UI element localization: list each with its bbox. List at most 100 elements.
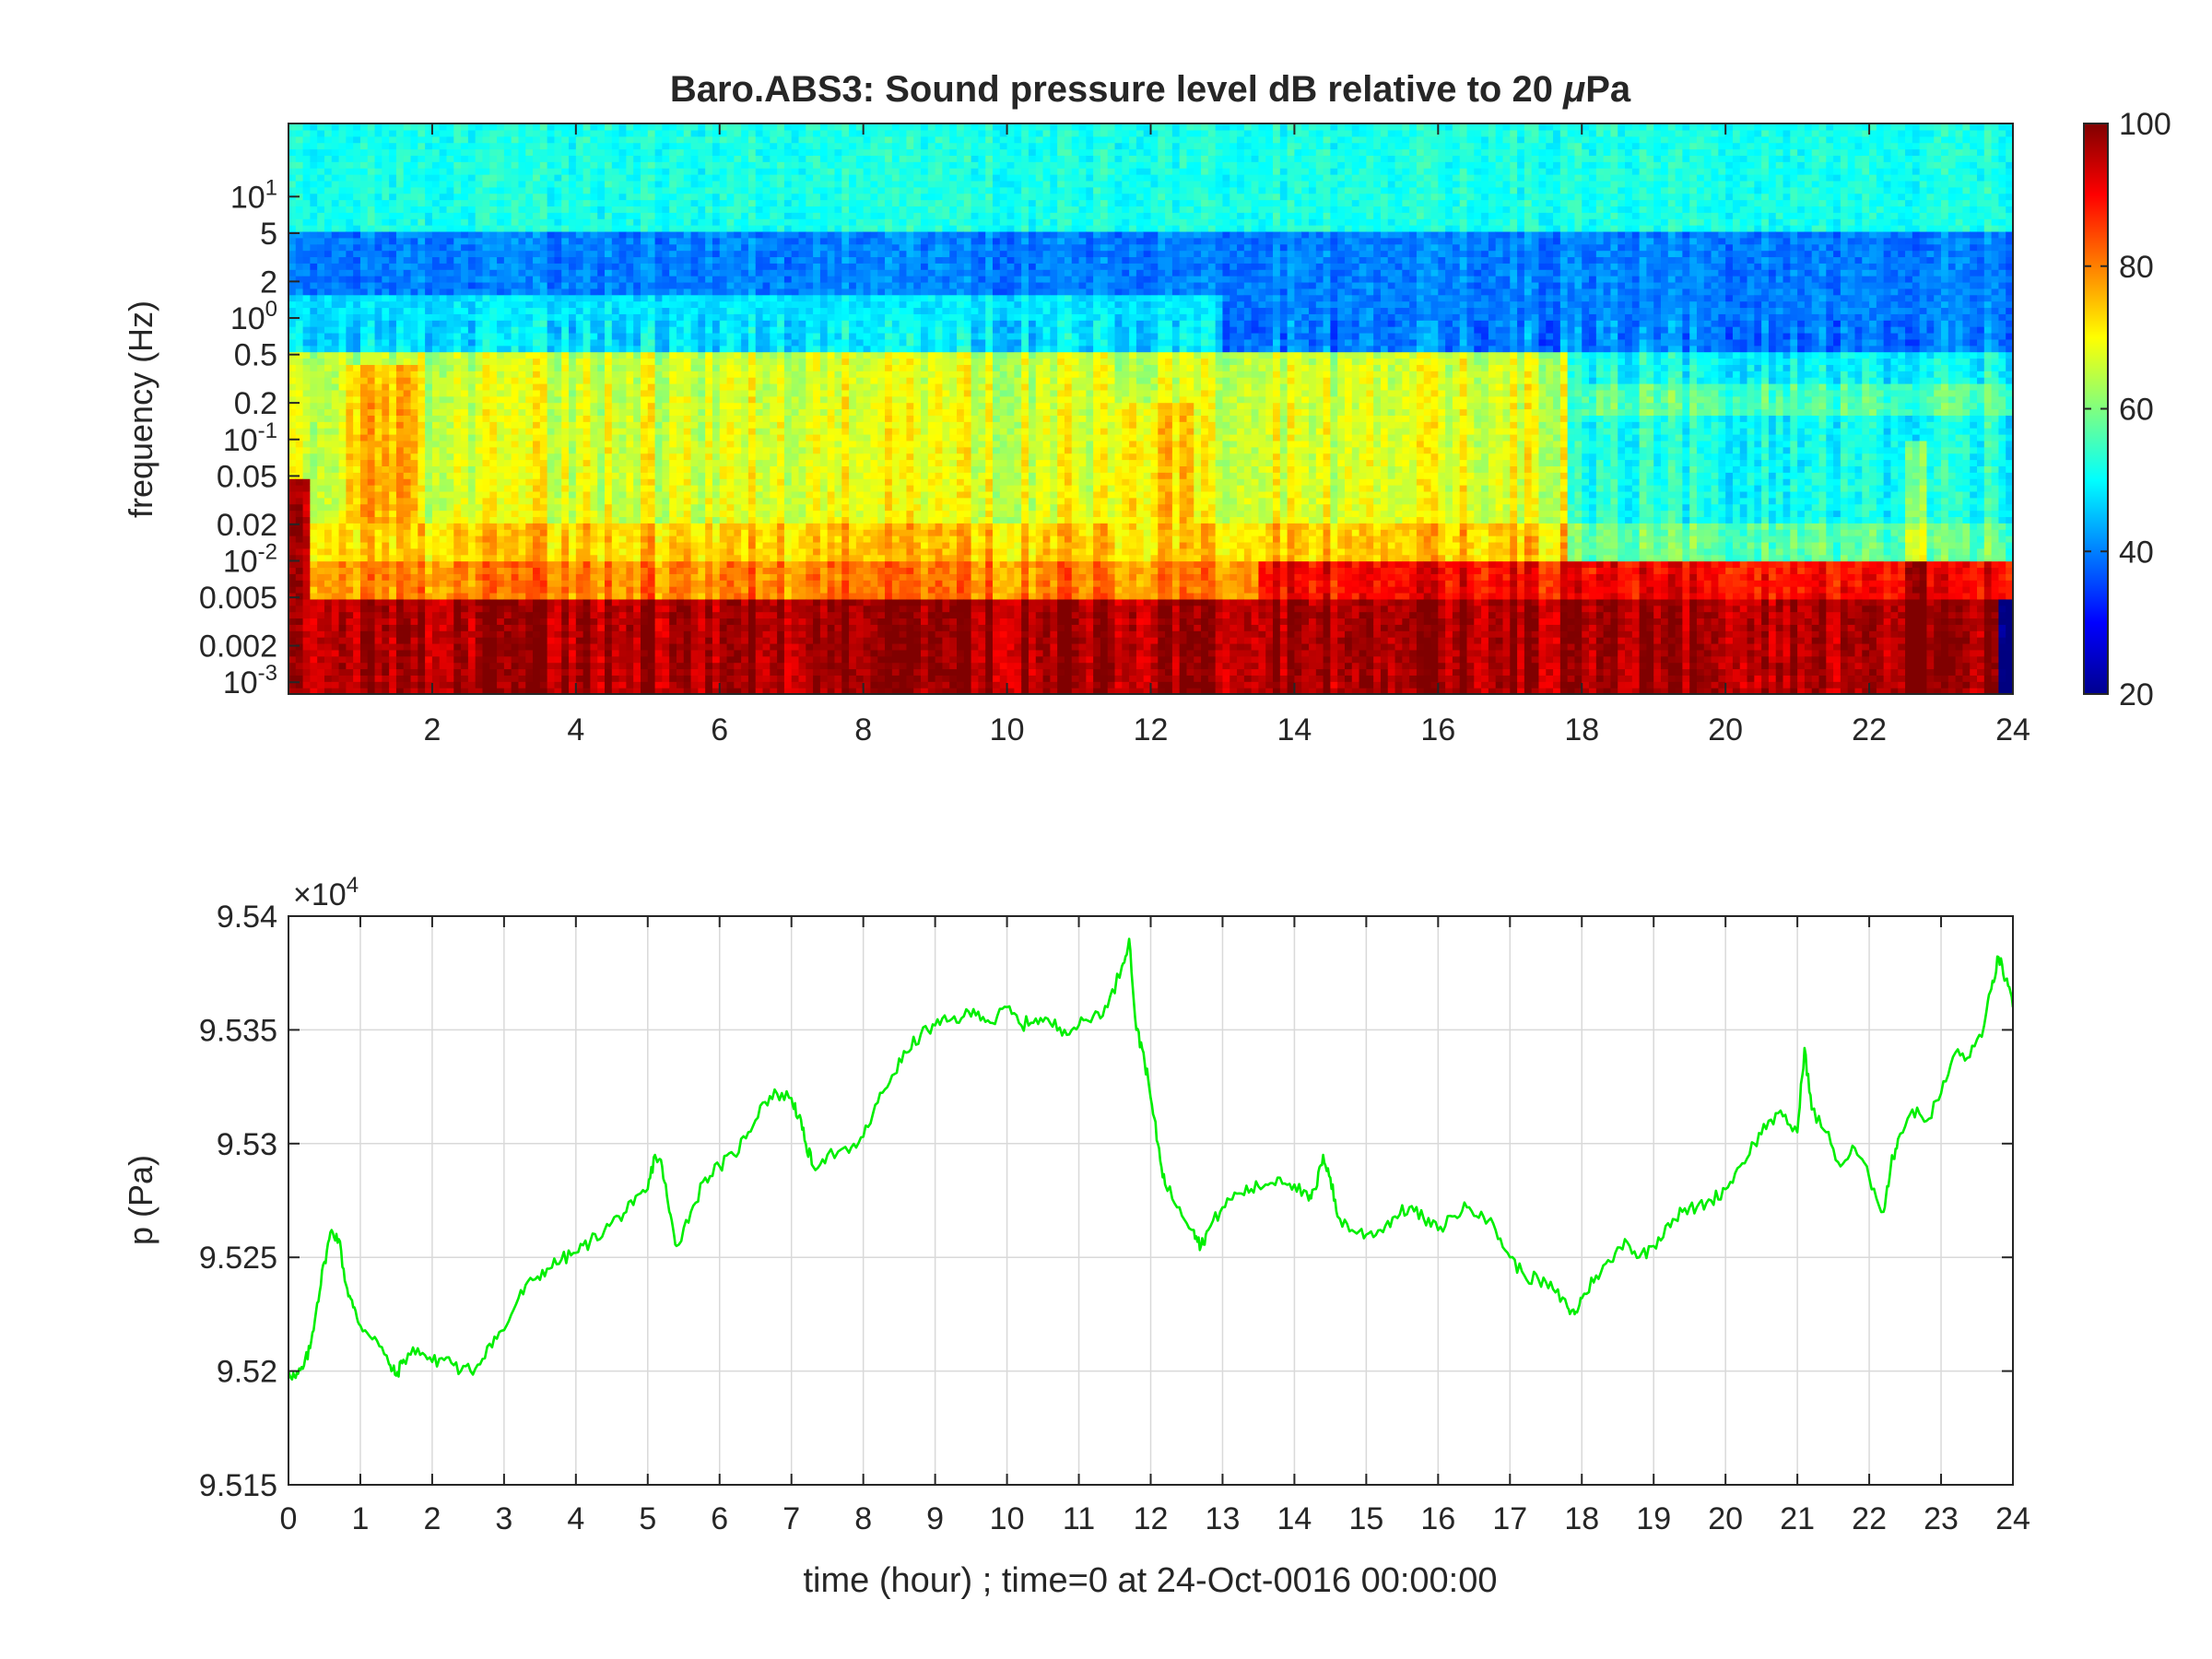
spectrogram-cell — [525, 402, 534, 410]
spectrogram-cell — [382, 294, 390, 302]
spectrogram-cell — [605, 389, 613, 397]
spectrogram-cell — [374, 237, 382, 245]
spectrogram-cell — [389, 382, 397, 391]
spectrogram-cell — [425, 497, 433, 505]
spectrogram-cell — [338, 364, 347, 371]
spectrogram-cell — [353, 281, 361, 289]
spectrogram-cell — [425, 281, 433, 289]
spectrogram-cell — [359, 624, 369, 631]
spectrogram-cell — [403, 135, 412, 144]
spectrogram-cell — [461, 408, 469, 416]
spectrogram-cell — [518, 554, 526, 562]
spectrogram-cell — [575, 320, 584, 327]
spectrogram-cell — [461, 377, 469, 384]
spectrogram-cell — [317, 598, 325, 606]
spectrogram-cell — [374, 446, 382, 454]
spectrogram-cell — [641, 586, 649, 594]
spectrogram-cell — [547, 371, 556, 378]
spectrogram-cell — [641, 230, 649, 239]
spectrogram-cell — [403, 206, 412, 213]
spectrogram-cell — [647, 281, 656, 289]
spectrogram-cell — [669, 300, 677, 309]
spectrogram-cell — [475, 618, 484, 625]
spectrogram-cell — [410, 655, 418, 664]
spectrogram-cell — [446, 605, 454, 613]
spectrogram-cell — [575, 675, 584, 682]
spectrogram-cell — [453, 465, 462, 473]
spectrogram-cell — [489, 142, 498, 150]
spectrogram-cell — [518, 168, 526, 175]
spectrogram-cell — [569, 345, 577, 353]
spectrogram-cell — [489, 377, 498, 384]
spectrogram-cell — [317, 688, 325, 695]
spectrogram-cell — [626, 307, 634, 314]
spectrogram-cell — [403, 541, 412, 549]
spectrogram-cell — [590, 237, 598, 245]
spectrogram-cell — [331, 535, 340, 543]
spectrogram-cell — [331, 478, 340, 486]
spectrogram-cell — [561, 129, 570, 137]
spectrogram-cell — [503, 529, 512, 536]
spectrogram-cell — [431, 250, 441, 258]
spectrogram-cell — [497, 124, 505, 131]
spectrogram-cell — [633, 382, 641, 391]
spectrogram-cell — [533, 389, 541, 397]
spectrogram-cell — [626, 637, 634, 644]
spectrogram-cell — [518, 225, 526, 232]
spectrogram-cell — [467, 681, 477, 688]
spectrogram-cell — [482, 402, 490, 410]
spectrogram-cell — [539, 573, 548, 581]
spectrogram-cell — [403, 624, 412, 631]
spectrogram-cell — [662, 276, 670, 283]
spectrogram-cell — [503, 662, 512, 670]
spectrogram-cell — [676, 649, 685, 657]
spectrogram-cell — [389, 389, 397, 397]
spectrogram-cell — [626, 503, 634, 512]
spectrogram-cell — [590, 263, 598, 270]
spectrogram-cell — [554, 225, 562, 232]
spectrogram-cell — [662, 225, 670, 232]
spectrogram-cell — [547, 402, 556, 410]
spectrogram-cell — [453, 642, 462, 651]
spectrogram-cell — [359, 276, 369, 283]
spectrogram-cell — [310, 307, 318, 314]
spectrogram-cell — [425, 655, 433, 664]
spectrogram-cell — [389, 560, 397, 569]
spectrogram-cell — [611, 529, 620, 536]
spectrogram-cell — [425, 459, 433, 466]
spectrogram-cell — [288, 371, 297, 378]
spectrogram-cell — [561, 206, 570, 213]
spectrogram-cell — [533, 573, 541, 581]
spectrogram-cell — [475, 516, 484, 524]
spectrogram-cell — [605, 294, 613, 302]
spectrogram-cell — [482, 503, 490, 512]
spectrogram-cell — [597, 428, 606, 435]
spectrogram-cell — [346, 415, 354, 422]
spectrogram-cell — [482, 263, 490, 270]
spectrogram-cell — [503, 269, 512, 276]
spectrogram-cell — [410, 453, 418, 461]
spectrogram-cell — [453, 193, 462, 201]
spectrogram-cell — [461, 142, 469, 150]
spectrogram-cell — [467, 358, 477, 365]
spectrogram-cell — [425, 415, 433, 422]
spectrogram-cell — [410, 649, 418, 657]
spectrogram-cell — [331, 662, 340, 670]
spectrogram-cell — [590, 681, 598, 688]
spectrogram-cell — [431, 199, 441, 207]
spectrogram-cell — [554, 395, 562, 404]
spectrogram-cell — [626, 618, 634, 625]
spectrogram-cell — [676, 395, 685, 404]
spectrogram-cell — [582, 225, 592, 232]
spectrogram-cell — [359, 218, 369, 226]
spectrogram-cell — [295, 269, 304, 276]
spectrogram-cell — [453, 371, 462, 378]
spectrogram-cell — [439, 573, 448, 581]
spectrogram-cell — [367, 630, 376, 638]
spectrogram-cell — [647, 453, 656, 461]
spectrogram-cell — [453, 300, 462, 309]
spectrogram-cell — [288, 338, 297, 347]
spectrogram-cell — [647, 382, 656, 391]
spectrogram-cell — [338, 243, 347, 252]
spectrogram-cell — [453, 560, 462, 569]
